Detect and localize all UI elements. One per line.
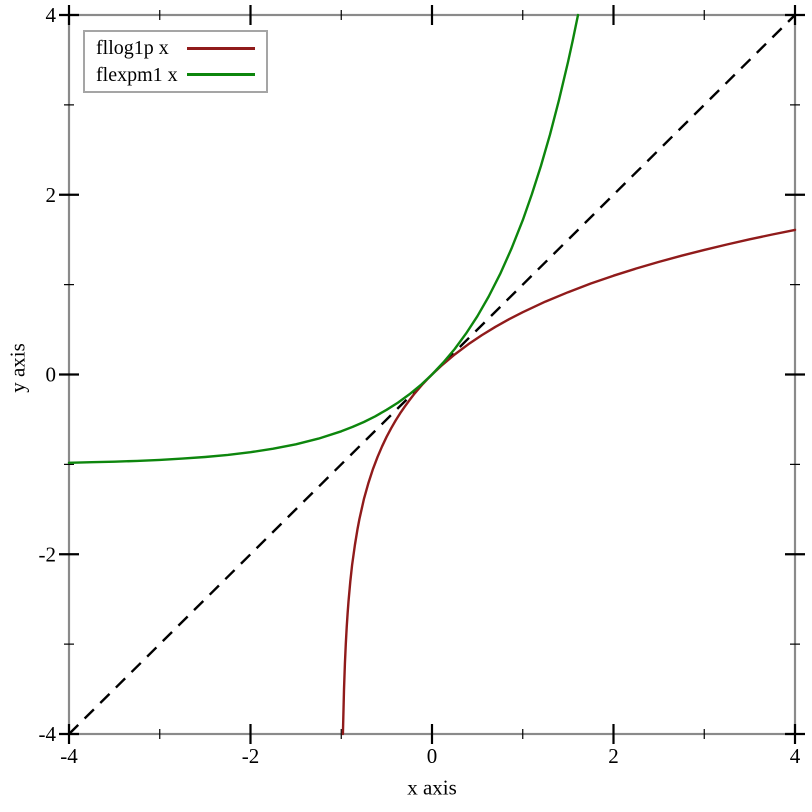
x-axis-label: x axis: [407, 775, 457, 800]
legend-line-sample-fllog1p: [187, 46, 255, 50]
legend-line-sample-flexpm1: [187, 73, 255, 77]
x-tick-label: 2: [608, 744, 619, 768]
series-line-fllog1p: [341, 228, 797, 736]
y-tick-label: 4: [46, 3, 57, 27]
y-axis-label: y axis: [5, 343, 30, 393]
x-tick-label: -2: [242, 744, 260, 768]
legend: fllog1p x flexpm1 x: [83, 30, 268, 93]
y-tick-label: 0: [46, 363, 57, 387]
y-tick-label: 2: [46, 183, 57, 207]
x-tick-label: -4: [60, 744, 78, 768]
x-tick-label: 4: [790, 744, 801, 768]
legend-item-flexpm1: flexpm1 x: [85, 65, 266, 85]
series-line-flexpm1: [67, 13, 580, 464]
y-tick-label: -4: [39, 722, 57, 746]
x-tick-label: 0: [427, 744, 438, 768]
legend-label-flexpm1: flexpm1 x: [96, 63, 178, 86]
y-tick-label: -2: [39, 542, 57, 566]
legend-item-fllog1p: fllog1p x: [85, 38, 266, 58]
legend-label-fllog1p: fllog1p x: [96, 37, 169, 60]
